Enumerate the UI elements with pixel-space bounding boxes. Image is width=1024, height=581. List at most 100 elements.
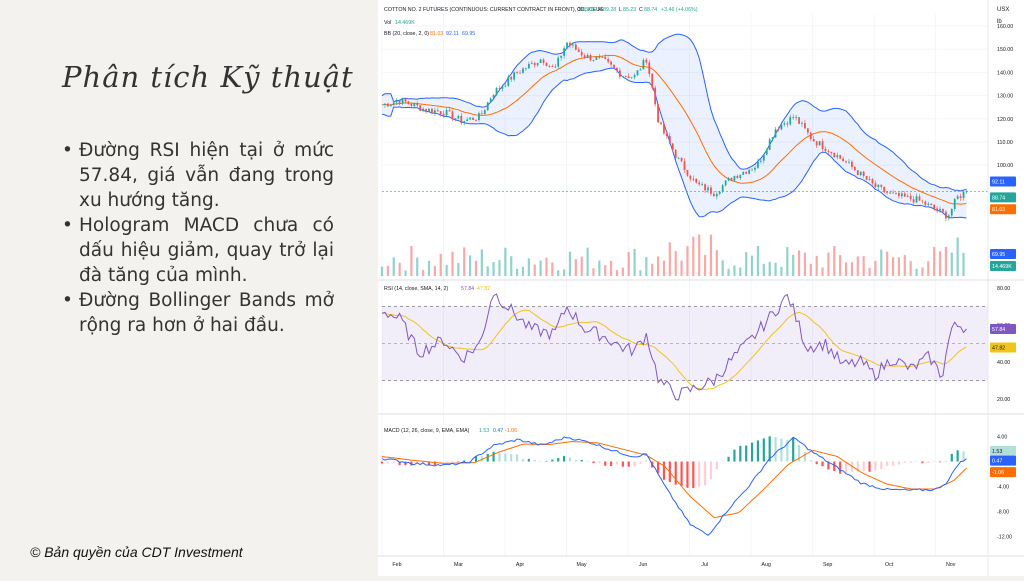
candle-body: [431, 108, 433, 113]
histogram-bar: [821, 461, 824, 467]
candle-body: [789, 117, 792, 125]
candle-body: [527, 63, 530, 69]
volume-bar: [527, 258, 530, 276]
candle-body: [604, 57, 607, 59]
candle-body: [519, 72, 521, 74]
candle-body: [809, 132, 812, 140]
volume-bar: [492, 262, 495, 276]
candle-body: [771, 137, 774, 140]
candle-body: [815, 141, 818, 146]
volume-bar: [656, 256, 660, 276]
histogram-bar: [656, 461, 660, 474]
rsi-legend-value: 57.84: [461, 286, 474, 292]
volume-bar: [933, 247, 936, 276]
histogram-bar: [662, 461, 666, 480]
volume-bar: [809, 263, 812, 276]
candle-body: [724, 180, 727, 186]
candle-body: [942, 208, 944, 212]
candle-body: [542, 59, 545, 64]
volume-bar: [521, 266, 525, 276]
histogram-bar: [880, 461, 883, 470]
volume-bar: [568, 251, 572, 276]
histogram-bar: [768, 436, 771, 462]
rsi-legend-ma: 47.82: [477, 286, 490, 292]
volume-bar: [604, 265, 607, 276]
histogram-bar: [380, 461, 384, 464]
macd-legend-signal: -1.06: [505, 428, 517, 434]
candle-body: [636, 70, 639, 76]
candle-body: [639, 69, 642, 71]
histogram-bar: [868, 461, 871, 472]
candle-body: [898, 192, 900, 197]
candle-body: [445, 110, 448, 116]
histogram-bar: [639, 461, 642, 464]
histogram-bar: [774, 437, 777, 462]
candle-body: [927, 203, 930, 205]
bb-legend-upper: 92.11: [446, 31, 459, 37]
candle-body: [721, 185, 724, 192]
price-tag-bb-upper-bg: [990, 176, 1016, 187]
candle-body: [821, 141, 824, 149]
candle-body: [583, 55, 586, 58]
candle-body: [953, 199, 956, 209]
ohlc-change: +3.46 (+4.06%): [661, 7, 698, 13]
candle-body: [939, 208, 941, 211]
volume-bar: [451, 251, 454, 276]
candle-body: [683, 161, 686, 170]
volume-bar: [733, 265, 736, 276]
candle-body: [475, 119, 477, 121]
bb-legend-label: BB (20, close, 2, 0): [384, 31, 429, 37]
bullet-bollinger: Đường Bollinger Bands mở rộng ra hơn ở h…: [62, 288, 334, 338]
histogram-bar: [445, 461, 448, 463]
volume-bar: [469, 255, 472, 276]
slide-title: Phân tích Kỹ thuật: [62, 60, 354, 94]
candle-body: [525, 68, 527, 70]
volume-bar: [592, 268, 595, 276]
volume-bar: [427, 260, 431, 276]
histogram-bar: [938, 461, 942, 463]
candle-body: [451, 111, 454, 120]
candle-body: [903, 193, 906, 197]
volume-bar: [404, 270, 407, 276]
volume-bar: [915, 268, 918, 276]
candle-body: [915, 196, 918, 203]
histogram-bar: [827, 461, 830, 470]
histogram-bar: [692, 461, 695, 489]
bb-legend-lower: 69.95: [462, 31, 475, 37]
candle-body: [862, 171, 865, 176]
candle-body: [710, 187, 712, 194]
candle-body: [566, 42, 568, 49]
candle-body: [618, 70, 621, 77]
volume-bar: [651, 263, 654, 276]
candle-body: [386, 103, 389, 107]
candle-body: [880, 184, 883, 187]
macd-tag-hist: 1.53: [992, 449, 1002, 455]
month-axis-label: Sep: [823, 562, 832, 568]
candle-body: [492, 95, 495, 99]
candle-body: [642, 59, 645, 70]
bollinger-band-fill: [382, 34, 967, 218]
candle-body: [522, 68, 524, 73]
price-tag-bb-upper: 92.11: [992, 180, 1005, 186]
volume-bar: [639, 270, 642, 276]
volume-bar: [792, 254, 795, 276]
candle-body: [572, 44, 574, 46]
volume-bar: [703, 255, 707, 276]
candle-body: [889, 192, 892, 194]
histogram-bar: [568, 457, 572, 462]
volume-bar: [692, 236, 695, 276]
volume-bar: [874, 260, 877, 276]
ohlc-close: 88.74: [644, 7, 657, 13]
volume-bar: [715, 250, 718, 276]
candle-body: [950, 208, 953, 216]
candle-body: [574, 44, 577, 50]
candle-body: [930, 203, 933, 205]
candle-body: [395, 101, 398, 103]
volume-bar: [745, 252, 748, 276]
candle-body: [433, 110, 436, 113]
candle-body: [859, 171, 862, 175]
histogram-bar: [856, 461, 859, 472]
candle-body: [504, 85, 507, 87]
candle-body: [457, 115, 460, 119]
volume-bar: [504, 247, 507, 276]
